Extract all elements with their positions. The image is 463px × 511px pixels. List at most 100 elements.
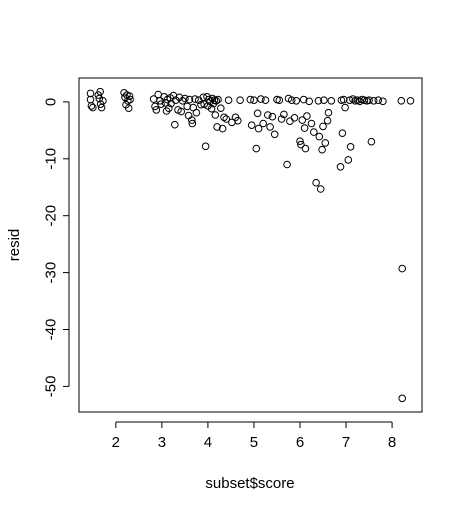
data-point (184, 111, 193, 120)
data-point (290, 114, 299, 122)
data-point (299, 95, 308, 104)
y-axis-title: resid (6, 229, 23, 262)
y-tick-label: -30 (43, 262, 60, 284)
data-point (259, 119, 268, 128)
data-point (398, 394, 407, 403)
data-point (185, 95, 194, 104)
data-point (86, 89, 95, 98)
data-point (296, 137, 304, 145)
data-point (312, 178, 320, 187)
y-tick-label: -50 (43, 376, 60, 398)
data-point (208, 94, 217, 103)
data-point (99, 97, 107, 105)
data-point (336, 163, 345, 171)
data-point (318, 145, 326, 154)
x-tick-label: 3 (158, 434, 166, 451)
data-point (379, 97, 387, 106)
data-point (321, 139, 330, 147)
data-point (270, 130, 279, 139)
data-point (345, 96, 354, 104)
data-point (192, 108, 201, 117)
data-point (327, 97, 336, 105)
x-tick-label: 4 (204, 434, 212, 451)
data-point (339, 95, 348, 104)
y-axis: 0 -10 -20 -30 -40 -50 (43, 98, 70, 398)
data-point (183, 102, 191, 111)
x-tick-label: 2 (112, 434, 120, 451)
data-point (324, 108, 333, 117)
data-point (303, 112, 311, 120)
data-point (213, 123, 221, 131)
data-point (286, 117, 294, 125)
data-point (280, 110, 288, 119)
data-point (152, 106, 161, 114)
data-point (246, 95, 255, 104)
data-point (181, 94, 189, 103)
data-point (367, 137, 376, 146)
data-point (217, 104, 225, 112)
x-tick-label: 8 (388, 434, 396, 451)
data-point (341, 103, 349, 112)
data-point (254, 124, 263, 133)
data-point (283, 160, 291, 169)
y-tick-label: -10 (43, 148, 60, 170)
data-point (397, 97, 406, 105)
data-point (305, 97, 314, 106)
data-point (188, 119, 197, 128)
data-point (234, 116, 242, 125)
data-point (268, 112, 277, 121)
data-point (222, 115, 231, 123)
data-point (323, 116, 332, 125)
data-point (261, 96, 270, 104)
x-tick-label: 5 (250, 434, 258, 451)
data-point (247, 121, 256, 129)
data-point (310, 128, 318, 136)
data-point (264, 111, 272, 119)
data-point (224, 96, 233, 104)
data-point (220, 113, 228, 122)
data-point (346, 143, 355, 151)
data-point (307, 119, 316, 128)
data-point (292, 97, 301, 105)
data-point (212, 97, 220, 105)
data-point (301, 144, 310, 153)
data-point (171, 120, 179, 129)
data-point (319, 122, 327, 131)
data-point (200, 100, 208, 108)
data-point (287, 96, 296, 104)
data-points (86, 87, 415, 403)
data-point (369, 97, 378, 105)
data-point (252, 144, 261, 153)
data-point (96, 87, 104, 96)
y-tick-label: -40 (43, 319, 60, 341)
data-point (277, 115, 286, 123)
data-point (365, 96, 373, 104)
data-point (165, 104, 173, 112)
x-axis: 2 3 4 5 6 7 8 (112, 421, 396, 451)
data-point (124, 104, 133, 112)
x-tick-label: 6 (296, 434, 304, 451)
data-point (207, 104, 216, 113)
data-point (314, 97, 323, 105)
data-point (349, 95, 357, 103)
data-point (398, 264, 407, 273)
data-point (266, 123, 274, 131)
data-point (211, 111, 220, 119)
x-tick-label: 7 (342, 434, 350, 451)
data-point (125, 92, 134, 100)
data-point (201, 142, 210, 151)
data-point (177, 107, 185, 116)
data-point (188, 116, 196, 124)
data-point (320, 96, 328, 104)
data-point (275, 96, 284, 104)
data-point (236, 96, 244, 104)
data-point (374, 96, 383, 104)
data-point (89, 103, 97, 112)
data-point (86, 95, 95, 104)
data-point (87, 102, 96, 110)
data-point (300, 124, 309, 132)
data-point (157, 100, 165, 108)
data-point (205, 95, 213, 104)
y-tick-label: 0 (43, 98, 60, 106)
